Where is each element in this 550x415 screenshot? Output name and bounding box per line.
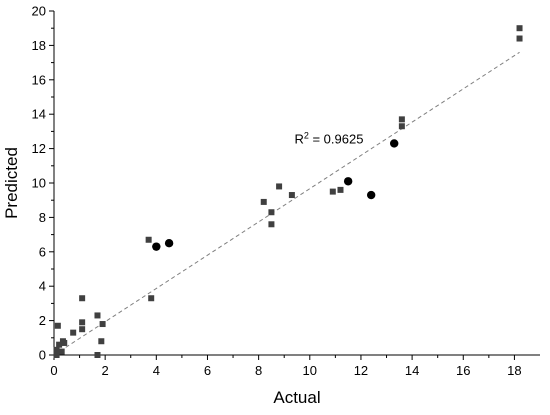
square-point (268, 209, 275, 216)
y-tick-label: 8 (39, 210, 46, 225)
x-tick-label: 8 (255, 363, 262, 378)
square-point (99, 321, 106, 328)
r-squared-symbol: R (294, 131, 303, 146)
square-point (79, 295, 86, 302)
square-point (94, 312, 101, 319)
r-squared-value: = 0.9625 (309, 131, 364, 146)
square-point (516, 25, 523, 32)
y-tick-label: 0 (39, 348, 46, 363)
y-tick-label: 20 (32, 4, 46, 19)
x-tick-label: 6 (204, 363, 211, 378)
x-tick-label: 14 (405, 363, 419, 378)
x-tick-label: 12 (354, 363, 368, 378)
square-point (329, 188, 336, 195)
circle-point (390, 139, 399, 148)
circle-point (343, 177, 353, 186)
y-tick-label: 12 (32, 141, 46, 156)
square-point (54, 322, 61, 329)
r-squared-superscript: 2 (304, 130, 309, 140)
r-squared-annotation: R2 = 0.9625 (294, 130, 363, 146)
square-point (70, 329, 77, 336)
fit-line-group (53, 51, 520, 356)
square-point (53, 346, 60, 353)
y-tick-label: 2 (39, 313, 46, 328)
x-tick-label: 10 (303, 363, 317, 378)
x-tick-label: 0 (50, 363, 57, 378)
circle-point (366, 190, 376, 200)
square-point (61, 339, 68, 346)
square-point (268, 221, 275, 228)
y-tick-label: 16 (32, 72, 46, 87)
square-point (58, 348, 65, 355)
y-tick-label: 6 (39, 244, 46, 259)
y-tick-label: 14 (32, 107, 46, 122)
y-axis-label: Predicted (2, 147, 21, 219)
square-point (337, 186, 344, 193)
y-tick-label: 10 (32, 176, 46, 191)
square-point (288, 192, 295, 199)
x-tick-label: 2 (102, 363, 109, 378)
square-point (56, 341, 63, 348)
square-point (98, 338, 105, 345)
square-point (260, 198, 267, 205)
x-tick-label: 18 (507, 363, 521, 378)
square-point (94, 352, 101, 358)
square-point (516, 35, 523, 42)
square-point (53, 352, 60, 358)
square-point (398, 116, 405, 123)
square-point (148, 295, 155, 302)
circle-point (152, 242, 161, 251)
y-tick-label: 4 (39, 279, 46, 294)
axes: 0 2 4 6 8 10 12 14 16 18 0 2 4 6 8 10 12 14 16 18 20 (32, 4, 540, 378)
circle-point (164, 239, 174, 248)
square-point (79, 326, 86, 333)
data-points (53, 25, 523, 358)
square-point (398, 123, 405, 130)
square-point (145, 236, 152, 243)
x-axis-label: Actual (273, 388, 320, 407)
x-tick-label: 16 (456, 363, 470, 378)
fit-line (53, 51, 520, 356)
square-point (276, 183, 283, 190)
x-tick-label: 4 (153, 363, 160, 378)
y-tick-label: 18 (32, 38, 46, 53)
square-point (79, 319, 86, 326)
